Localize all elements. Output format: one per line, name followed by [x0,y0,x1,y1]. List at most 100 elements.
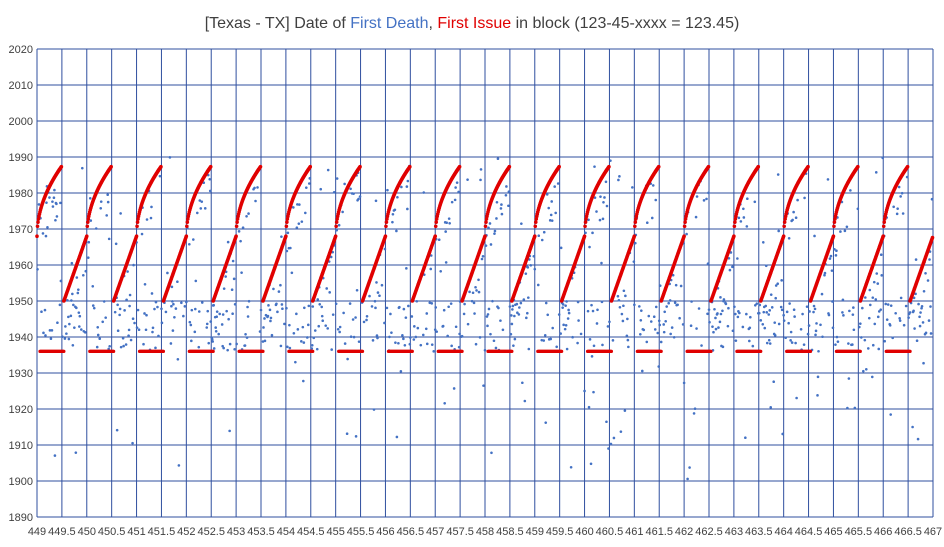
first-death-point [84,269,88,273]
first-death-point [919,311,922,314]
chart-title: [Texas - TX] Date of First Death, First … [205,15,740,32]
first-death-point [519,301,523,305]
first-death-point [788,302,791,305]
first-death-point [99,200,103,203]
first-death-point [59,279,63,283]
first-death-point [294,360,297,364]
first-issue-point [882,217,887,221]
first-death-point [352,335,356,339]
first-death-point [540,238,544,242]
first-death-point [929,305,932,308]
x-tick-label: 451.5 [148,526,176,538]
first-death-point [507,190,511,193]
first-death-point [603,196,606,199]
x-tick-label: 463.5 [745,526,773,538]
first-death-point [896,207,899,210]
first-death-point [177,464,181,467]
first-death-point [399,369,403,373]
first-issue-point [832,224,836,229]
first-death-point [671,273,675,277]
y-tick-label: 1980 [9,188,33,200]
first-death-point [143,282,147,286]
first-issue-point [134,234,139,238]
first-death-point [806,332,810,336]
first-death-point [859,322,862,325]
first-death-point [150,205,153,209]
first-death-point [916,437,920,441]
first-death-point [362,320,366,324]
first-death-point [839,230,842,233]
first-death-point [330,348,333,351]
first-death-point [128,293,132,297]
first-death-point [405,267,408,270]
first-death-point [755,302,759,305]
first-death-point [495,200,499,204]
first-death-point [142,342,145,346]
x-tick-label: 464 [774,526,792,538]
first-death-point [83,331,87,334]
first-death-point [170,285,174,289]
first-death-point [305,336,309,339]
first-death-point [911,425,914,429]
first-death-point [215,315,218,319]
first-death-point [583,389,586,393]
first-death-point [587,405,591,409]
first-issue-point [507,164,512,169]
first-death-point [727,306,730,310]
first-death-point [623,409,627,412]
first-death-point [396,195,399,199]
first-death-point [466,322,470,326]
title-separator: , [428,15,437,32]
first-death-point [508,305,512,308]
first-death-point [576,300,580,304]
first-death-point [285,306,288,310]
first-death-point [228,429,231,433]
first-death-point [593,165,596,168]
first-death-point [497,306,500,310]
first-death-point [231,312,234,316]
first-death-point [487,307,491,311]
y-tick-label: 1940 [9,332,33,344]
first-death-point [592,390,595,394]
first-death-point [856,207,860,211]
first-death-point [371,339,375,342]
first-death-point [492,339,496,343]
x-tick-label: 466.5 [894,526,922,538]
first-death-point [71,343,75,347]
first-death-point [724,302,728,306]
first-death-point [708,320,711,324]
first-death-point [480,257,484,261]
first-issue-point [235,220,239,224]
first-death-point [505,185,508,188]
first-death-point [94,227,98,230]
first-death-point [419,343,423,347]
first-death-point [482,384,485,387]
first-death-point [510,314,513,317]
first-death-point [45,201,48,204]
first-death-point [275,302,278,306]
first-death-point [116,329,120,333]
first-issue-point [360,349,365,353]
first-death-point [348,302,352,305]
first-death-point [72,303,75,307]
first-death-point [812,304,816,308]
first-issue-point [584,217,588,221]
first-death-point [221,344,224,348]
first-death-point [802,343,806,346]
first-issue-point [408,164,412,169]
first-death-point [132,263,135,267]
first-issue-point [806,164,810,169]
first-death-point [681,323,685,326]
first-death-point [263,317,266,320]
first-death-point [593,196,597,199]
first-death-point [746,197,749,201]
first-issue-point [235,217,240,221]
first-death-point [559,332,562,335]
first-death-point [847,377,851,380]
first-death-point [744,436,747,440]
first-death-point [770,306,774,309]
first-death-point [96,325,100,329]
first-death-point [51,205,55,208]
first-death-point [525,316,528,320]
first-issue-point [759,349,763,353]
